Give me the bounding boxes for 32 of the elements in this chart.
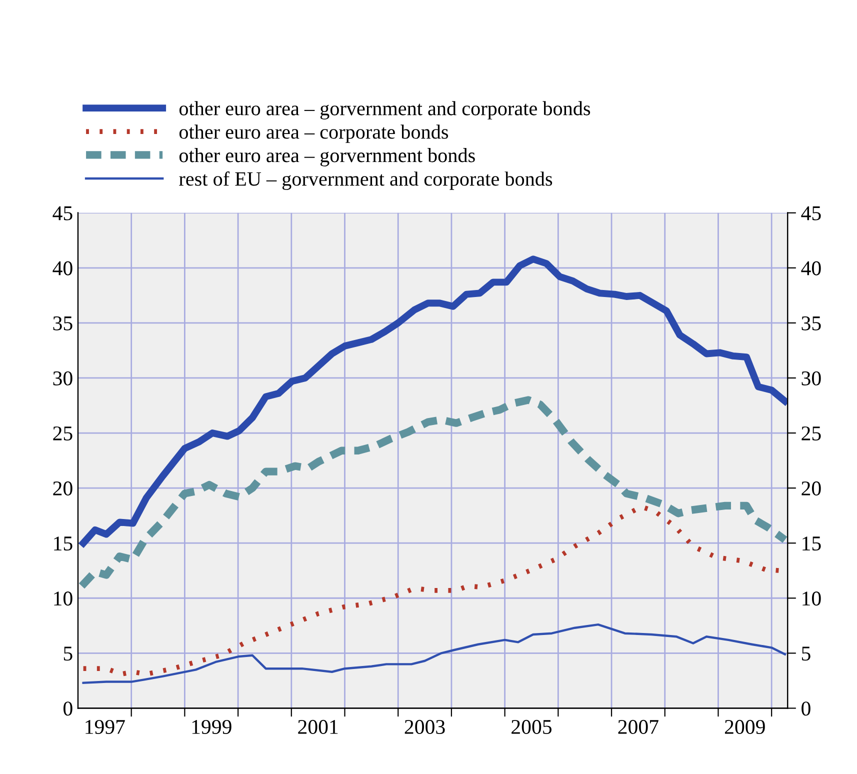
x-tick-label: 1997: [86, 720, 125, 734]
legend-label: other euro area – corporate bonds: [179, 124, 448, 143]
y-tick-label: 15: [54, 536, 72, 551]
y2-tick-label: 0: [802, 702, 810, 716]
y2-tick-label: 15: [802, 536, 821, 551]
x-tick-label: 2009: [724, 720, 765, 734]
y2-tick-label: 30: [802, 371, 821, 386]
y2-tick-label: 35: [802, 316, 821, 330]
y-tick-label: 0: [64, 702, 72, 716]
x-tick-label: 2005: [512, 720, 552, 734]
x-tick-label: 2001: [298, 720, 338, 734]
legend-label: other euro area – gorvernment bonds: [179, 148, 475, 166]
legend-label: other euro area – gorvernment and corporate bonds: [179, 101, 590, 120]
y-tick-label: 20: [53, 481, 72, 496]
line-series: [82, 623, 786, 684]
legend-label: rest of EU – gorvernment and corporate bonds: [179, 171, 552, 190]
y2-tick-label: 40: [801, 261, 821, 276]
x-tick-label: 2007: [618, 720, 658, 734]
y2-tick-label: 5: [802, 646, 810, 661]
y-tick-label: 30: [53, 371, 72, 386]
y-tick-label: 5: [64, 646, 72, 661]
y2-tick-label: 20: [802, 481, 821, 496]
y2-tick-label: 25: [802, 426, 821, 440]
y-tick-label: 35: [53, 316, 72, 330]
x-tick-label: 1999: [192, 720, 232, 734]
y-tick-label: 10: [54, 592, 72, 606]
y-tick-label: 25: [53, 426, 72, 440]
y2-tick-label: 45: [801, 206, 821, 220]
y-tick-label: 40: [52, 261, 72, 276]
y-tick-label: 45: [52, 206, 72, 220]
x-tick-label: 2003: [404, 720, 445, 734]
y2-tick-label: 10: [802, 592, 821, 606]
